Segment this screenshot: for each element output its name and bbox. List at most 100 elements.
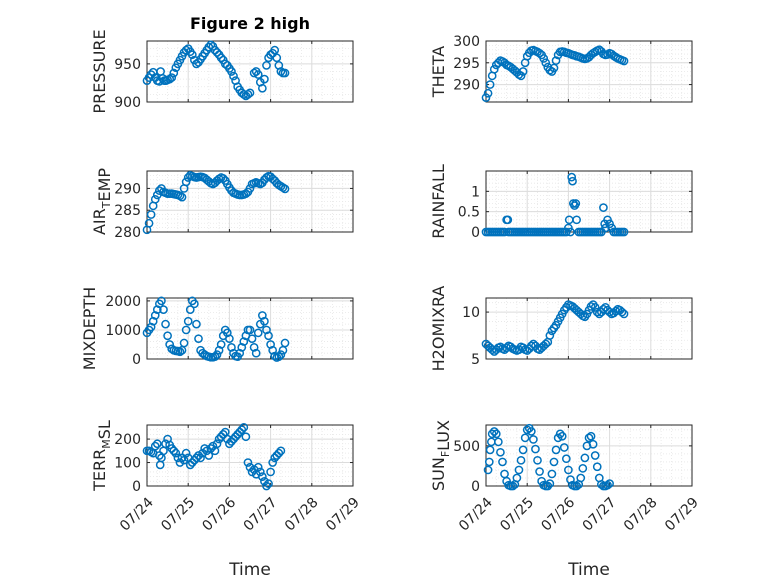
panel-pressure: 900 950 PRESSURE Figure 2 high xyxy=(90,14,354,114)
data-point xyxy=(212,439,222,449)
y-axis-label: THETA xyxy=(429,46,448,98)
data-point xyxy=(187,50,197,60)
y-tick-label: 200 xyxy=(114,432,141,448)
data-point xyxy=(179,338,189,348)
data-point xyxy=(266,340,275,349)
data-point xyxy=(485,445,495,455)
data-point xyxy=(571,199,581,208)
data-point xyxy=(206,40,216,50)
data-point xyxy=(171,448,181,458)
y-tick-label: 0 xyxy=(471,225,480,241)
data-point xyxy=(584,433,594,443)
data-point xyxy=(516,455,526,465)
axes-box xyxy=(485,40,693,103)
data-point xyxy=(210,352,220,362)
data-point xyxy=(165,340,175,349)
data-point xyxy=(276,350,286,359)
x-tick-label: 07/27 xyxy=(580,495,620,535)
panel-mixdepth: 0 1000 2000 MIXDEPTH xyxy=(80,287,354,370)
data-point xyxy=(487,429,497,439)
panel-terr_msl: 0 100 200 07/24 07/25 07/26 07/27 07/28 07/29 TER… xyxy=(90,420,363,580)
y-tick-label: 300 xyxy=(453,34,480,50)
y-axis-label-part: F xyxy=(439,451,452,457)
data-point xyxy=(227,67,236,76)
x-tick-label: 07/26 xyxy=(538,495,578,535)
data-point xyxy=(572,481,581,491)
data-point xyxy=(258,311,267,320)
data-point xyxy=(237,425,247,435)
data-point xyxy=(185,305,195,314)
data-point xyxy=(514,465,524,475)
data-point xyxy=(529,435,538,444)
axes-box xyxy=(485,297,693,360)
data-point xyxy=(551,445,561,455)
data-point xyxy=(270,351,280,361)
x-axis-label: Time xyxy=(567,560,610,580)
data-point xyxy=(543,481,553,491)
data-point xyxy=(502,343,511,353)
y-tick-label: 0 xyxy=(471,479,480,495)
data-point xyxy=(531,444,540,454)
x-tick-label: 07/29 xyxy=(662,495,702,535)
data-point xyxy=(494,58,503,68)
data-point xyxy=(503,215,513,225)
data-point xyxy=(253,462,263,472)
data-point xyxy=(181,448,191,458)
y-tick-label: 1000 xyxy=(105,323,141,339)
data-point xyxy=(216,53,226,63)
y-tick-label: 0.5 xyxy=(458,205,480,221)
data-point xyxy=(192,319,201,329)
data-point xyxy=(526,427,536,436)
data-point xyxy=(619,227,629,237)
y-tick-label: 1 xyxy=(471,184,480,200)
data-point xyxy=(262,61,271,70)
data-point xyxy=(498,457,507,467)
data-point xyxy=(518,67,528,76)
data-point xyxy=(152,439,162,449)
y-tick-label: 10 xyxy=(462,305,480,321)
data-point xyxy=(617,307,627,317)
data-point xyxy=(483,88,493,98)
y-tick-label: 290 xyxy=(453,78,480,94)
x-tick-label: 07/27 xyxy=(241,495,281,535)
data-point xyxy=(255,467,265,477)
y-axis-label-part: T xyxy=(100,201,113,209)
y-tick-label: 5 xyxy=(471,352,480,368)
y-axis-label: H2OMIXRA xyxy=(429,286,448,372)
data-point xyxy=(159,305,168,314)
panel-rainfall: 0 0.5 1 RAINFALL xyxy=(429,164,693,241)
panel-theta: 290 295 300 THETA xyxy=(429,34,693,103)
data-point xyxy=(481,93,491,102)
y-axis-label: TERRMSL xyxy=(90,420,114,492)
x-tick-label: 07/29 xyxy=(323,495,363,535)
data-point xyxy=(251,348,261,358)
data-point xyxy=(245,184,255,193)
panel-sun_flux: 0 500 07/24 07/25 07/26 07/27 07/28 07/29 SUNFLU… xyxy=(429,420,702,580)
data-point xyxy=(175,347,185,357)
data-point xyxy=(520,433,530,443)
data-point xyxy=(580,453,590,463)
data-point xyxy=(157,296,166,306)
data-point xyxy=(566,227,575,237)
data-point xyxy=(491,429,501,439)
data-point xyxy=(241,432,251,442)
y-tick-label: 950 xyxy=(114,57,141,73)
data-point xyxy=(605,479,614,488)
y-axis-label-part: PRESSURE xyxy=(90,29,109,113)
data-point xyxy=(181,45,191,55)
data-point xyxy=(272,53,282,63)
data-point xyxy=(545,331,555,340)
y-axis-label-part: SL xyxy=(95,420,114,439)
data-point xyxy=(225,334,234,344)
data-point xyxy=(266,467,275,477)
data-point xyxy=(183,173,193,182)
data-point xyxy=(144,218,154,228)
data-point xyxy=(500,227,509,237)
y-tick-label: 0 xyxy=(132,479,141,495)
data-point xyxy=(547,469,557,479)
data-point xyxy=(541,339,551,349)
data-point xyxy=(270,45,280,55)
data-point xyxy=(535,48,544,58)
data-point xyxy=(522,425,532,435)
